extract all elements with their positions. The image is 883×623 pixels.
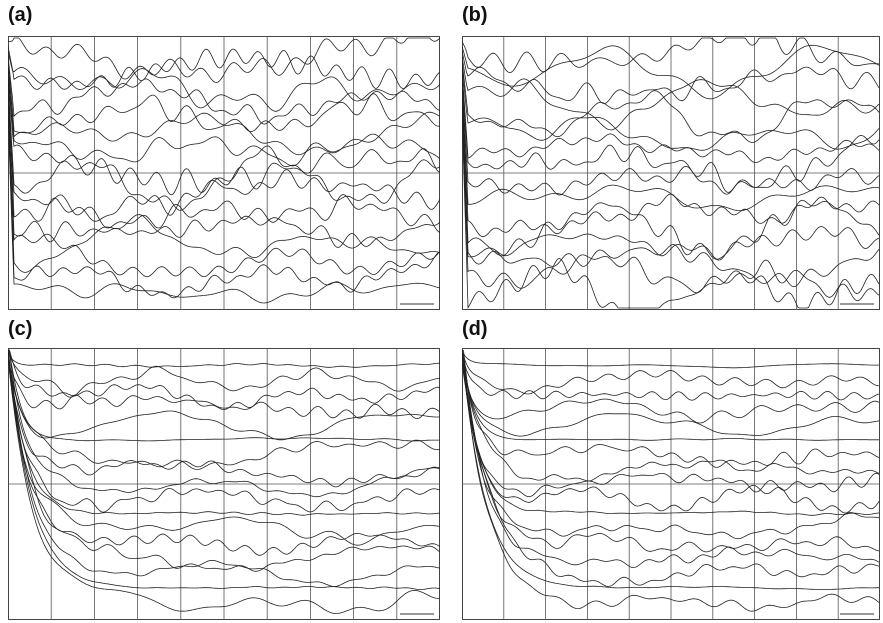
eeg-trace [8,74,440,196]
eeg-trace [462,84,880,211]
eeg-trace [462,350,879,369]
eeg-trace [462,50,880,105]
eeg-trace [462,354,880,553]
eeg-panel [462,348,880,620]
eeg-trace [462,351,880,568]
eeg-trace [462,352,879,590]
eeg-trace [462,79,880,196]
eeg-trace [8,349,440,470]
eeg-trace [8,354,440,572]
eeg-trace [8,352,440,516]
eeg-trace [8,354,440,556]
eeg-trace [8,65,440,156]
eeg-trace [8,112,440,304]
panel-label: (a) [8,4,33,26]
eeg-trace [462,355,880,514]
eeg-trace [8,46,440,90]
panel-label: (b) [462,4,488,26]
eeg-panel [462,36,880,310]
eeg-trace [8,88,440,233]
eeg-trace [8,103,440,278]
eeg-trace [462,112,880,310]
eeg-trace [462,93,880,260]
eeg-trace [8,357,440,614]
eeg-trace [8,50,440,112]
eeg-trace [462,353,879,441]
eeg-trace [462,352,880,401]
eeg-trace [462,349,880,587]
eeg-trace [462,349,880,612]
eeg-trace [462,353,880,516]
eeg-trace [8,358,440,546]
eeg-trace [8,84,440,222]
eeg-trace [462,88,880,238]
eeg-trace [8,108,440,299]
eeg-trace [462,356,880,437]
eeg-trace [8,356,440,488]
eeg-trace [462,349,880,482]
eeg-trace [8,349,440,398]
eeg-panel [8,348,440,620]
eeg-trace [8,352,440,587]
eeg-trace [462,103,880,288]
eeg-trace [462,98,880,261]
panel-label: (d) [462,318,488,340]
eeg-trace [462,352,880,540]
eeg-trace [462,37,880,74]
eeg-trace [8,349,440,411]
eeg-trace [462,55,880,131]
eeg-trace [462,349,880,468]
eeg-trace [8,353,440,442]
panel-label: (c) [8,318,33,340]
eeg-trace [8,93,440,248]
eeg-trace [462,69,880,164]
eeg-trace [462,363,880,498]
eeg-trace [8,69,440,167]
eeg-trace [8,352,440,368]
eeg-trace [462,108,880,302]
eeg-trace [462,363,880,424]
eeg-trace [462,65,880,151]
eeg-trace [462,349,880,395]
eeg-panel [8,36,440,310]
eeg-trace [462,60,880,143]
eeg-trace [8,349,440,513]
eeg-trace [8,98,440,273]
eeg-trace [8,55,440,125]
eeg-trace [8,359,440,420]
eeg-trace [8,37,440,83]
eeg-trace [8,358,440,441]
eeg-trace [8,349,440,498]
eeg-trace [462,74,880,193]
eeg-trace [8,79,440,211]
eeg-trace [8,352,440,591]
